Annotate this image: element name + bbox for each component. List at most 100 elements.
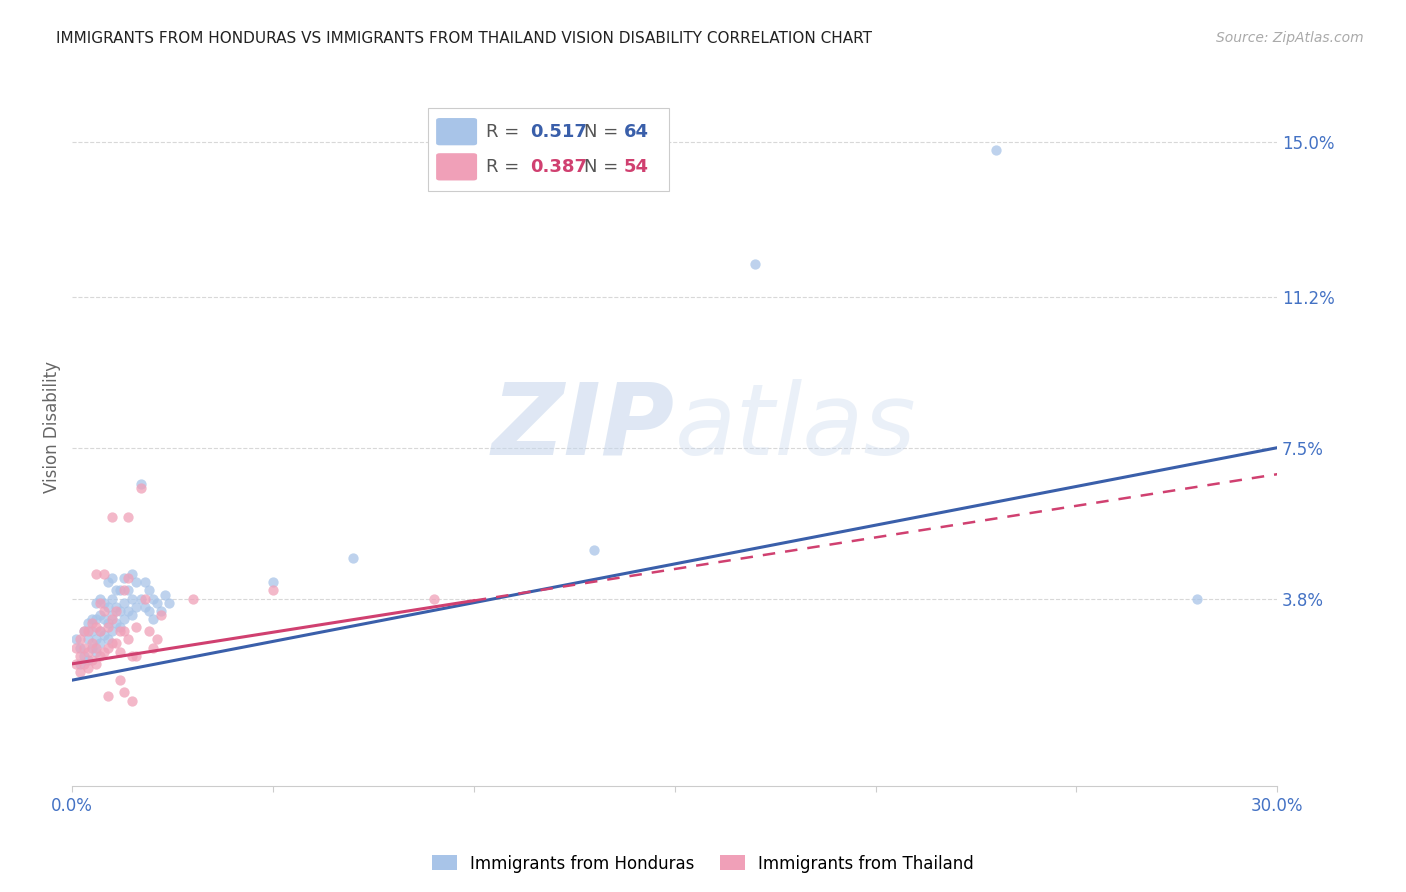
Point (77, 653, 100, 667)
Y-axis label: Vision Disability: Vision Disability (44, 361, 60, 493)
Point (110, 673, 132, 687)
Point (65, 640, 87, 655)
Point (121, 648, 143, 663)
Point (145, 596, 167, 610)
Point (93, 567, 115, 582)
Text: N =: N = (585, 158, 624, 176)
Point (105, 604, 128, 618)
Point (89, 591, 111, 606)
Point (77, 624, 100, 639)
FancyBboxPatch shape (436, 118, 477, 145)
Point (73, 640, 96, 655)
Point (114, 596, 136, 610)
Point (86, 640, 108, 655)
Text: 0.517: 0.517 (530, 123, 586, 141)
Point (1185, 591, 1208, 606)
Point (105, 615, 128, 630)
Point (145, 632, 167, 647)
Point (93, 596, 115, 610)
Point (82, 612, 104, 626)
Text: 0.387: 0.387 (530, 158, 588, 176)
Point (93, 644, 115, 658)
Point (138, 604, 160, 618)
Point (984, 143, 1007, 157)
Point (69, 665, 91, 679)
Point (82, 615, 104, 630)
Point (86, 567, 108, 582)
Point (422, 591, 444, 606)
Legend: Immigrants from Honduras, Immigrants from Thailand: Immigrants from Honduras, Immigrants fro… (426, 848, 980, 880)
Text: atlas: atlas (675, 379, 917, 475)
Point (110, 620, 132, 634)
Text: ZIP: ZIP (492, 379, 675, 475)
Point (114, 583, 136, 598)
Point (101, 591, 124, 606)
Point (65, 632, 87, 647)
Point (114, 571, 136, 585)
Point (65, 657, 87, 671)
Point (86, 657, 108, 671)
Point (153, 587, 176, 601)
Point (97, 620, 120, 634)
Point (121, 693, 143, 707)
Point (117, 571, 139, 585)
Point (744, 257, 766, 271)
Point (121, 607, 143, 622)
Point (101, 612, 124, 626)
Point (125, 575, 148, 590)
Point (583, 542, 606, 557)
Point (110, 644, 132, 658)
FancyBboxPatch shape (436, 153, 477, 180)
Point (97, 575, 120, 590)
FancyBboxPatch shape (427, 108, 669, 191)
Point (97, 632, 120, 647)
Point (105, 599, 128, 614)
Point (105, 583, 128, 598)
Point (110, 604, 132, 618)
Point (117, 632, 139, 647)
Point (86, 632, 108, 647)
Text: Source: ZipAtlas.com: Source: ZipAtlas.com (1216, 31, 1364, 45)
Point (134, 591, 156, 606)
Point (149, 604, 172, 618)
Point (89, 648, 111, 663)
Point (121, 591, 143, 606)
Point (97, 640, 120, 655)
Point (77, 615, 100, 630)
Point (117, 604, 139, 618)
Point (73, 657, 96, 671)
Point (142, 612, 165, 626)
Point (157, 596, 180, 610)
Point (101, 636, 124, 650)
Point (181, 591, 204, 606)
Point (97, 615, 120, 630)
Point (134, 575, 156, 590)
Point (138, 583, 160, 598)
Text: R =: R = (485, 158, 524, 176)
Point (117, 583, 139, 598)
Point (86, 612, 108, 626)
Text: R =: R = (485, 123, 524, 141)
Point (82, 653, 104, 667)
Point (134, 599, 156, 614)
Point (89, 636, 111, 650)
Point (262, 583, 284, 598)
Point (129, 477, 152, 491)
Point (114, 624, 136, 639)
Point (93, 628, 115, 642)
Point (82, 640, 104, 655)
Point (69, 632, 91, 647)
Point (101, 571, 124, 585)
Point (142, 591, 165, 606)
Point (101, 624, 124, 639)
Point (101, 510, 124, 524)
Point (97, 599, 120, 614)
Point (142, 640, 165, 655)
Point (121, 567, 143, 582)
Point (105, 636, 128, 650)
Point (114, 685, 136, 699)
Point (89, 596, 111, 610)
Point (89, 624, 111, 639)
Point (89, 624, 111, 639)
Point (77, 661, 100, 675)
